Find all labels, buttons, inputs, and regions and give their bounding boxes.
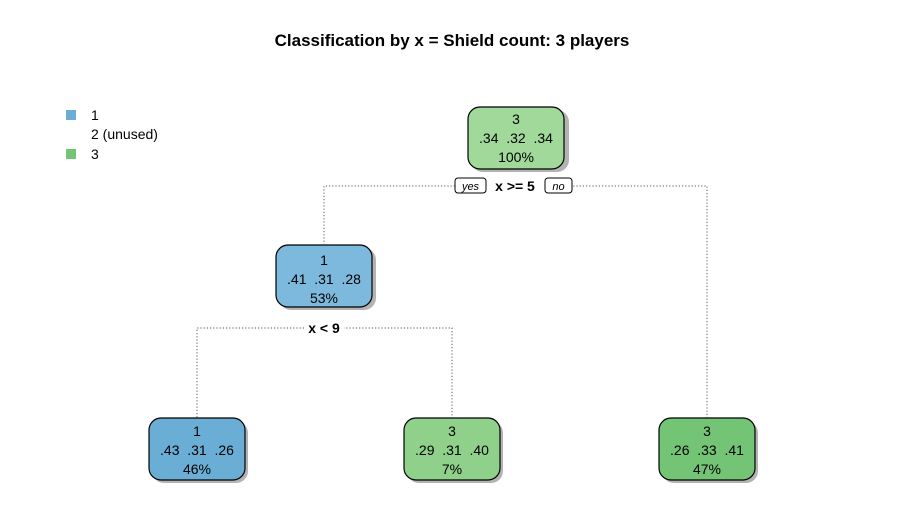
node-box <box>275 244 373 308</box>
node-probs: .34 .32 .34 <box>479 130 553 146</box>
legend-swatch-3 <box>66 149 76 159</box>
tree-node-root: 3 .34 .32 .34 100% <box>467 106 569 172</box>
yes-label-box <box>454 177 487 194</box>
split-root: yes x >= 5 no <box>454 177 573 194</box>
legend-label-3: 3 <box>91 146 99 162</box>
node-box <box>403 417 501 481</box>
node-probs: .43 .31 .26 <box>160 442 234 458</box>
legend-swatch-1 <box>66 110 76 120</box>
node-percent: 100% <box>498 149 534 165</box>
node-box <box>467 106 565 170</box>
edge-root-right <box>570 185 708 419</box>
split-condition-root: x >= 5 <box>495 178 535 194</box>
tree-edges <box>196 185 708 419</box>
legend: 1 2 (unused) 3 <box>66 107 158 162</box>
split-left: x < 9 <box>304 320 344 336</box>
no-label-box <box>544 177 573 194</box>
node-probs: .29 .31 .40 <box>415 442 489 458</box>
yes-label: yes <box>461 181 480 193</box>
node-box <box>148 417 246 481</box>
node-class: 3 <box>703 423 711 439</box>
node-class: 3 <box>448 423 456 439</box>
split-condition-left: x < 9 <box>308 320 340 336</box>
node-class: 1 <box>193 423 201 439</box>
legend-label-2: 2 (unused) <box>91 126 158 142</box>
legend-label-1: 1 <box>91 107 99 123</box>
node-percent: 7% <box>442 461 462 477</box>
node-box <box>658 417 756 481</box>
edge-left-lr <box>343 327 453 419</box>
node-percent: 46% <box>183 461 211 477</box>
node-class: 3 <box>512 111 520 127</box>
tree-node-leaf-right: 3 .26 .33 .41 47% <box>658 417 758 483</box>
node-probs: .41 .31 .28 <box>287 271 361 287</box>
node-class: 1 <box>320 252 328 268</box>
edge-root-left <box>323 185 455 244</box>
split-condition-left-bg <box>304 320 344 336</box>
tree-node-left: 1 .41 .31 .28 53% <box>275 244 376 310</box>
node-percent: 53% <box>310 290 338 306</box>
node-percent: 47% <box>693 461 721 477</box>
diagram-title: Classification by x = Shield count: 3 pl… <box>275 31 630 50</box>
no-label: no <box>552 181 564 193</box>
tree-node-leaf-ll: 1 .43 .31 .26 46% <box>148 417 248 483</box>
tree-node-leaf-lr: 3 .29 .31 .40 7% <box>403 417 503 483</box>
node-probs: .26 .33 .41 <box>670 442 744 458</box>
edge-left-ll <box>196 327 304 419</box>
